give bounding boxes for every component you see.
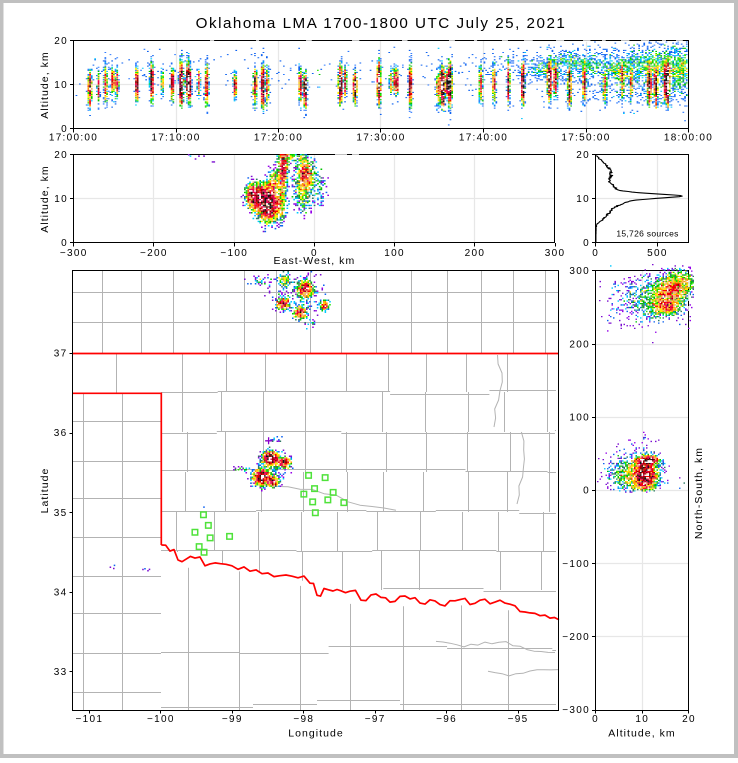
svg-text:−200: −200: [140, 248, 168, 259]
svg-text:20: 20: [54, 150, 68, 161]
svg-text:−100: −100: [147, 714, 175, 725]
svg-text:Oklahoma LMA 1700-1800 UTC Jul: Oklahoma LMA 1700-1800 UTC July 25, 2021: [196, 15, 567, 32]
svg-text:20: 20: [54, 36, 68, 47]
svg-text:0: 0: [592, 248, 599, 259]
svg-text:200: 200: [569, 339, 590, 350]
svg-text:34: 34: [54, 587, 68, 598]
svg-text:0: 0: [311, 248, 318, 259]
svg-text:−96: −96: [436, 714, 457, 725]
svg-text:300: 300: [569, 266, 590, 277]
svg-text:17:00:00: 17:00:00: [49, 133, 98, 144]
svg-text:−100: −100: [220, 248, 248, 259]
svg-text:33: 33: [54, 667, 68, 678]
svg-text:17:20:00: 17:20:00: [254, 133, 303, 144]
svg-text:20: 20: [576, 150, 590, 161]
svg-text:0: 0: [592, 714, 599, 725]
svg-text:−95: −95: [508, 714, 529, 725]
svg-text:0: 0: [61, 124, 68, 135]
svg-text:−98: −98: [293, 714, 314, 725]
svg-text:20: 20: [682, 714, 696, 725]
svg-text:300: 300: [545, 248, 566, 259]
svg-text:−300: −300: [60, 248, 88, 259]
svg-text:0: 0: [583, 486, 590, 497]
svg-text:North-South, km: North-South, km: [693, 447, 705, 539]
svg-text:Altitude, km: Altitude, km: [39, 51, 51, 118]
svg-text:18:00:00: 18:00:00: [664, 133, 713, 144]
svg-text:17:40:00: 17:40:00: [459, 133, 508, 144]
svg-text:Longitude: Longitude: [288, 728, 344, 740]
svg-text:10: 10: [54, 80, 68, 91]
svg-text:17:50:00: 17:50:00: [561, 133, 610, 144]
svg-text:15,726 sources: 15,726 sources: [616, 229, 678, 239]
svg-text:37: 37: [54, 349, 68, 360]
svg-text:−99: −99: [222, 714, 243, 725]
svg-text:200: 200: [465, 248, 486, 259]
svg-text:Altitude, km: Altitude, km: [608, 728, 675, 740]
svg-text:−200: −200: [562, 632, 590, 643]
svg-text:35: 35: [54, 508, 68, 519]
svg-text:−300: −300: [562, 705, 590, 716]
svg-text:17:10:00: 17:10:00: [151, 133, 200, 144]
svg-text:−100: −100: [562, 559, 590, 570]
svg-text:500: 500: [647, 248, 668, 259]
svg-text:100: 100: [569, 413, 590, 424]
svg-text:10: 10: [54, 194, 68, 205]
svg-text:100: 100: [384, 248, 405, 259]
svg-text:0: 0: [61, 238, 68, 249]
svg-text:36: 36: [54, 428, 68, 439]
svg-text:Latitude: Latitude: [39, 468, 51, 514]
svg-text:17:30:00: 17:30:00: [356, 133, 405, 144]
svg-text:Altitude, km: Altitude, km: [39, 165, 51, 232]
svg-text:East-West, km: East-West, km: [274, 255, 356, 267]
svg-text:−97: −97: [365, 714, 386, 725]
svg-text:0: 0: [583, 238, 590, 249]
svg-text:−101: −101: [76, 714, 104, 725]
svg-text:10: 10: [576, 194, 590, 205]
svg-text:10: 10: [635, 714, 649, 725]
